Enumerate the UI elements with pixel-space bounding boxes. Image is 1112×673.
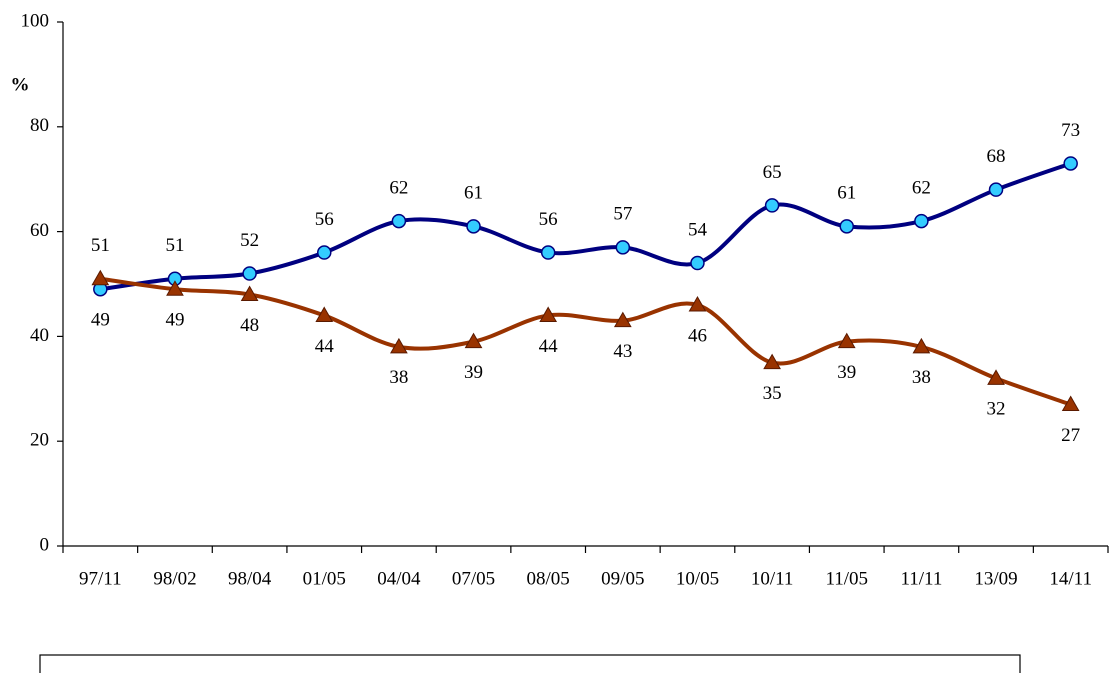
y-tick-label: 100 [21, 10, 50, 31]
x-tick-label: 07/05 [452, 568, 495, 589]
data-label: 27 [1061, 425, 1080, 446]
data-point [539, 306, 558, 322]
data-label: 35 [763, 383, 782, 404]
data-label: 51 [165, 235, 184, 256]
data-point [988, 182, 1004, 197]
y-tick-label: 60 [30, 220, 49, 241]
data-point [464, 332, 483, 349]
x-tick-label: 14/11 [1049, 568, 1092, 589]
data-label: 39 [837, 362, 856, 383]
data-point [987, 369, 1005, 385]
data-label: 52 [240, 230, 259, 251]
data-label: 68 [987, 146, 1006, 167]
y-tick-label: 40 [30, 325, 49, 346]
data-label: 32 [987, 399, 1006, 420]
data-label: 46 [688, 325, 707, 346]
data-point [763, 353, 781, 370]
data-point [315, 306, 334, 322]
data-point [914, 213, 929, 229]
data-point [540, 245, 556, 260]
data-point [1063, 156, 1078, 171]
y-tick-label: 0 [40, 534, 50, 555]
data-point [837, 332, 856, 349]
x-tick-label: 98/02 [153, 568, 196, 589]
x-tick-label: 10/11 [751, 568, 794, 589]
data-label: 51 [91, 235, 110, 256]
data-point [1061, 395, 1080, 412]
x-tick-label: 11/11 [900, 568, 942, 589]
data-point [242, 266, 257, 281]
data-point [390, 337, 408, 354]
x-tick-label: 13/09 [974, 568, 1017, 589]
data-point [466, 219, 481, 234]
x-tick-label: 09/05 [601, 568, 644, 589]
data-point [839, 219, 854, 234]
legend-label: zvyšování finančních dávek [667, 671, 890, 673]
legend-label: rozšiřování sociálních služeb [167, 671, 399, 673]
x-tick-label: 98/04 [228, 568, 272, 589]
data-label: 57 [613, 204, 632, 225]
data-label: 65 [763, 162, 782, 183]
data-label: 73 [1061, 120, 1080, 141]
data-point [615, 240, 631, 255]
data-label: 62 [912, 177, 931, 198]
data-label: 56 [539, 209, 558, 230]
x-tick-label: 10/05 [676, 568, 719, 589]
data-label: 61 [464, 183, 483, 204]
data-label: 56 [315, 209, 334, 230]
x-tick-label: 08/05 [527, 568, 570, 589]
data-label: 43 [613, 341, 632, 362]
y-tick-label: 20 [30, 430, 49, 451]
legend-box [39, 654, 1021, 673]
data-label: 49 [165, 310, 184, 331]
data-point [613, 311, 632, 328]
data-point [690, 255, 705, 271]
data-label: 39 [464, 362, 483, 383]
data-label: 61 [837, 183, 856, 204]
x-tick-label: 11/05 [825, 568, 868, 589]
data-label: 48 [240, 315, 259, 336]
series-line [100, 276, 1072, 407]
y-axis-label: % [11, 74, 30, 95]
data-label: 54 [688, 219, 708, 240]
data-point [688, 295, 707, 312]
data-point [240, 285, 259, 301]
data-label: 44 [539, 336, 559, 357]
data-label: 49 [91, 310, 110, 331]
data-point [912, 337, 931, 354]
x-tick-label: 01/05 [303, 568, 346, 589]
data-label: 38 [389, 367, 408, 388]
x-tick-label: 04/04 [377, 568, 421, 589]
data-point [166, 280, 184, 296]
data-point [91, 269, 110, 286]
data-point [317, 245, 332, 260]
data-label: 38 [912, 367, 931, 388]
data-point [764, 198, 780, 213]
data-label: 62 [389, 177, 408, 198]
y-tick-label: 80 [30, 115, 49, 136]
data-label: 44 [315, 336, 335, 357]
data-point [391, 213, 407, 229]
x-tick-label: 97/11 [79, 568, 122, 589]
